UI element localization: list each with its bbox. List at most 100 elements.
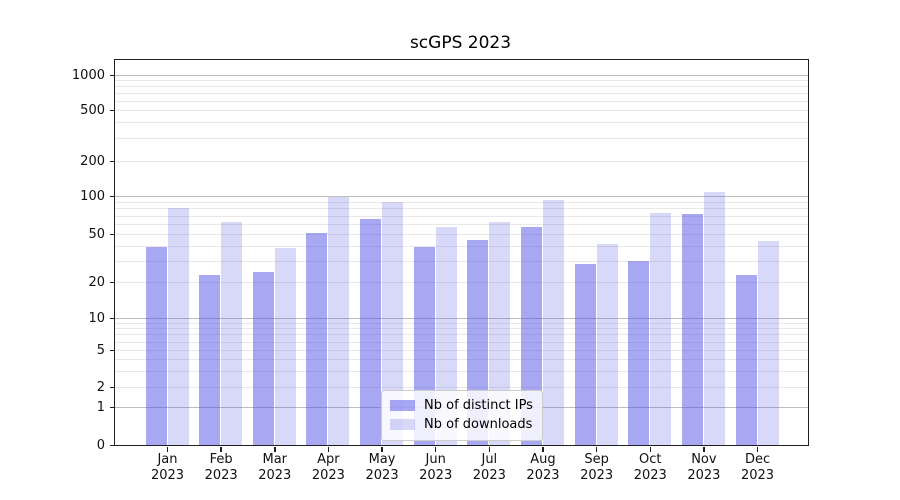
bar-ips-sep xyxy=(574,264,596,445)
grid-line-minor xyxy=(115,260,808,262)
grid-line-major xyxy=(115,196,808,197)
grid-line-minor xyxy=(115,370,808,372)
legend-swatch-distinct-ips xyxy=(390,400,415,411)
bar-ips-may xyxy=(360,218,382,445)
grid-line-minor xyxy=(115,359,808,360)
y-tick-mark xyxy=(110,233,115,236)
y-tick-mark xyxy=(110,195,115,198)
grid-line-minor xyxy=(115,282,808,283)
grid-line-minor xyxy=(115,387,808,388)
y-tick-label: 100 xyxy=(80,189,105,204)
grid-line-minor xyxy=(115,201,808,203)
y-tick-label: 1000 xyxy=(71,68,105,83)
x-tick-label: May 2023 xyxy=(365,452,399,483)
x-tick-label: Aug 2023 xyxy=(526,452,560,483)
x-tick-mark xyxy=(703,447,705,452)
bar-downloads-apr xyxy=(328,197,350,445)
y-tick-mark xyxy=(110,74,115,77)
grid-line-minor xyxy=(115,350,808,351)
grid-line-minor xyxy=(115,86,808,88)
grid-line-minor xyxy=(115,341,808,343)
bar-downloads-mar xyxy=(274,248,296,445)
x-tick-mark xyxy=(756,447,759,452)
bar-downloads-dec xyxy=(757,240,779,445)
x-tick-label: Sep 2023 xyxy=(580,452,614,483)
x-tick-mark xyxy=(274,447,276,452)
grid-line-minor xyxy=(115,245,808,247)
legend-label: Nb of distinct IPs xyxy=(424,398,533,413)
y-tick-mark xyxy=(110,160,115,163)
y-tick-label: 0 xyxy=(96,438,105,453)
x-tick-label: Jun 2023 xyxy=(419,452,453,483)
bar-downloads-jul xyxy=(489,222,511,445)
bar-ips-nov xyxy=(681,214,703,445)
grid-line-minor xyxy=(115,334,808,336)
y-tick-mark xyxy=(110,281,115,284)
bar-ips-apr xyxy=(306,232,328,445)
bar-downloads-sep xyxy=(596,244,618,445)
chart-title: scGPS 2023 xyxy=(409,33,512,53)
grid-line-minor xyxy=(115,110,808,111)
y-tick-label: 2 xyxy=(96,380,105,395)
grid-line-minor xyxy=(115,138,808,140)
x-tick-mark xyxy=(649,447,651,452)
bar-ips-oct xyxy=(628,260,650,445)
grid-line-minor xyxy=(115,80,808,82)
bar-downloads-nov xyxy=(703,192,725,445)
bar-ips-dec xyxy=(735,274,757,445)
x-tick-label: Dec 2023 xyxy=(740,452,775,483)
y-tick-mark xyxy=(110,386,115,389)
grid-line-minor xyxy=(115,93,808,94)
legend-item-downloads: Nb of downloads xyxy=(390,415,534,434)
x-tick-label: Nov 2023 xyxy=(687,452,721,483)
legend-label: Nb of downloads xyxy=(424,417,533,432)
bar-downloads-aug xyxy=(542,199,564,445)
x-tick-label: Jan 2023 xyxy=(150,452,185,483)
x-tick-mark xyxy=(488,447,491,452)
y-tick-mark xyxy=(110,444,115,447)
x-tick-label: Feb 2023 xyxy=(204,452,238,483)
y-tick-label: 1 xyxy=(96,400,105,415)
y-tick-label: 10 xyxy=(88,311,105,326)
grid-line-minor xyxy=(115,100,808,102)
y-tick-mark xyxy=(110,406,115,409)
y-tick-mark xyxy=(110,317,115,320)
x-tick-mark xyxy=(327,447,330,452)
y-tick-label: 200 xyxy=(80,154,105,169)
y-tick-label: 500 xyxy=(80,103,105,118)
grid-line-minor xyxy=(115,234,808,235)
grid-line-major xyxy=(115,75,808,76)
bar-downloads-feb xyxy=(221,222,243,445)
x-tick-label: Apr 2023 xyxy=(311,452,345,483)
bar-ips-feb xyxy=(199,274,221,445)
y-tick-label: 5 xyxy=(96,343,105,358)
x-tick-mark xyxy=(166,447,169,452)
grid-line-minor xyxy=(115,122,808,124)
y-tick-mark xyxy=(110,109,115,112)
bar-downloads-oct xyxy=(650,212,672,445)
bar-ips-mar xyxy=(252,272,274,445)
grid-line-major xyxy=(115,318,808,319)
x-tick-label: Oct 2023 xyxy=(633,452,667,483)
legend-item-distinct-ips: Nb of distinct IPs xyxy=(390,396,534,415)
grid-line-minor xyxy=(115,208,808,210)
x-tick-mark xyxy=(220,447,222,452)
bar-ips-jan xyxy=(145,247,167,445)
x-tick-mark xyxy=(434,447,437,452)
x-tick-label: Jul 2023 xyxy=(472,452,506,483)
x-tick-label: Mar 2023 xyxy=(258,452,292,483)
grid-line-minor xyxy=(115,215,808,217)
y-tick-label: 50 xyxy=(88,227,105,242)
legend-swatch-downloads xyxy=(390,419,415,430)
x-tick-mark xyxy=(381,447,383,452)
grid-line-minor xyxy=(115,224,808,225)
plot-area: Nb of distinct IPs Nb of downloads xyxy=(114,59,809,446)
bar-downloads-may xyxy=(382,202,404,445)
legend: Nb of distinct IPs Nb of downloads xyxy=(381,390,543,441)
grid-line-minor xyxy=(115,161,808,162)
bar-downloads-jan xyxy=(167,207,189,445)
x-tick-mark xyxy=(595,447,598,452)
grid-line-minor xyxy=(115,322,808,324)
y-tick-mark xyxy=(110,349,115,352)
